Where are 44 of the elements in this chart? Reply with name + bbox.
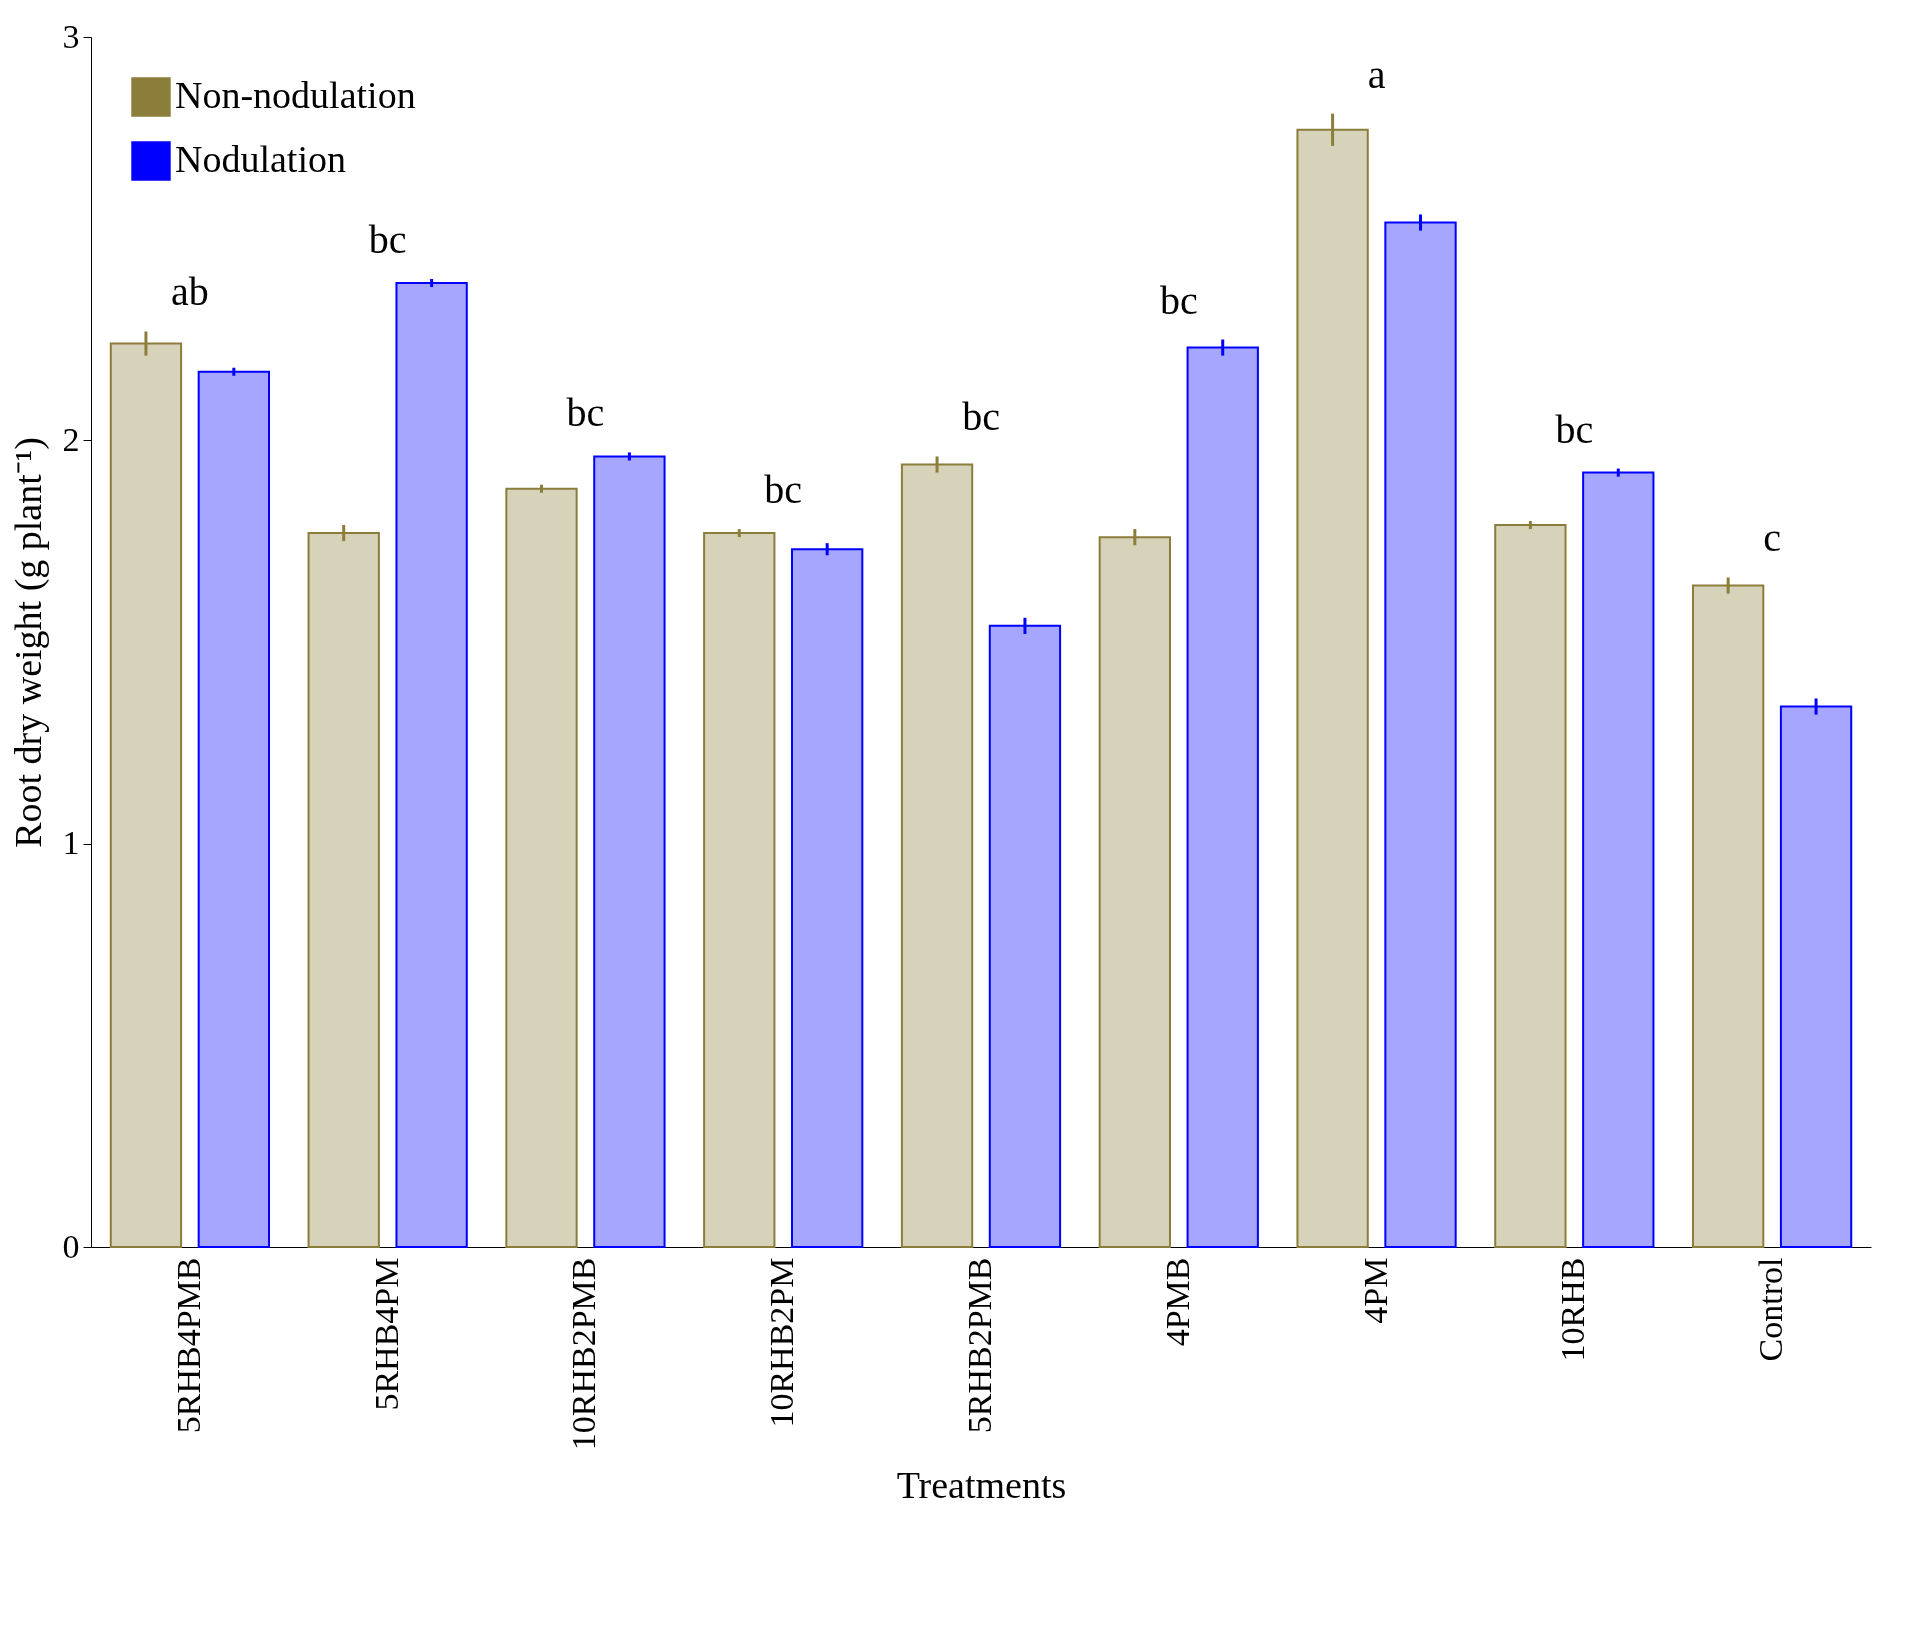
bar [988,624,1062,1248]
x-tick-label: 10RHB2PMB [565,1257,603,1451]
legend-label: Nodulation [175,138,346,180]
y-tick-label: 1 [62,824,80,862]
x-tick-label: 4PMB [1158,1257,1196,1347]
bar [197,370,270,1248]
bar [593,455,666,1248]
bar [1494,524,1567,1248]
x-axis-title: Treatments [896,1463,1067,1506]
y-tick-label: 0 [62,1227,80,1265]
x-tick-label: Control [1752,1257,1790,1362]
annotation: bc [1159,277,1198,323]
annotation: bc [566,390,605,436]
bar [791,548,864,1248]
bar [1692,584,1765,1248]
x-tick-label: 10RHB [1554,1257,1592,1362]
x-tick-label: 10RHB2PM [763,1257,801,1428]
bar [395,282,468,1248]
bar [703,532,776,1248]
bar [1186,346,1259,1248]
annotation: c [1763,515,1781,561]
x-tick-label: 5RHB2PMB [961,1257,998,1434]
x-tick-label: 4PM [1356,1257,1394,1324]
bar [900,463,974,1248]
bar [1384,221,1457,1248]
annotation: bc [962,394,1000,440]
bar [1582,471,1655,1248]
bar [1296,128,1369,1248]
bar [1098,536,1171,1248]
y-tick-label: 2 [62,420,80,458]
annotation: a [1367,51,1386,97]
y-tick-label: 3 [62,17,80,55]
legend-label: Non-nodulation [175,74,416,116]
annotation: bc [1555,406,1594,452]
x-tick-label: 5RHB4PMB [169,1257,207,1434]
bar [1779,705,1853,1248]
annotation: ab [171,269,209,315]
annotation: bc [764,467,803,513]
annotation: bc [368,217,407,262]
bar [505,487,578,1248]
x-tick-label: 5RHB4PM [367,1257,405,1411]
y-axis-title: Root dry weight (g plant⁻¹) [6,437,50,848]
bar [307,532,380,1248]
bar [109,342,183,1248]
